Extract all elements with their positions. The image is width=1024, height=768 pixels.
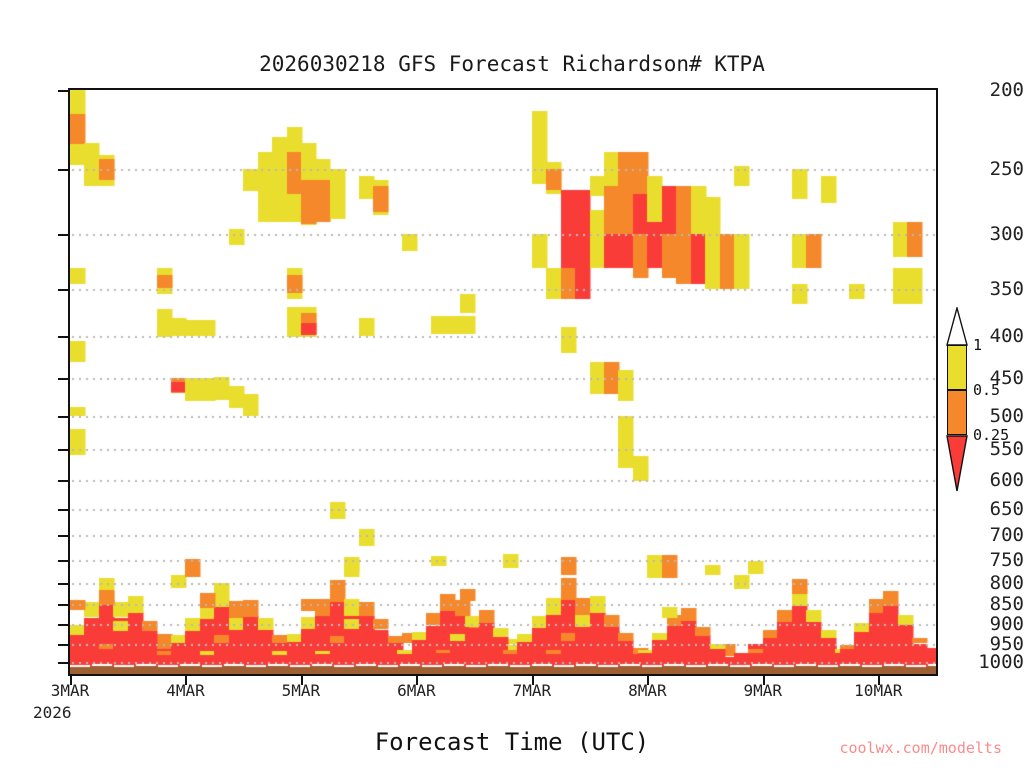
x-tick-mark [531, 676, 534, 685]
colorbar-segment-0p5 [947, 390, 967, 435]
x-tick-label-6MAR: 6MAR [397, 681, 436, 700]
x-tick-mark [416, 676, 419, 685]
y-tick-mark [58, 559, 68, 562]
y-tick-label-650: 650 [989, 497, 1024, 520]
y-tick-label-250: 250 [989, 158, 1024, 181]
x-tick-mark [70, 676, 72, 685]
y-tick-mark [58, 288, 68, 291]
x-tick-mark [300, 676, 303, 685]
colorbar-tick-label-0p25: 0.25 [973, 426, 1010, 444]
y-tick-label-750: 750 [989, 548, 1024, 571]
colorbar-tick-label-1: 1 [973, 336, 983, 354]
y-tick-label-350: 350 [989, 277, 1024, 300]
colorbar-tick-label-0p5: 0.5 [973, 381, 1001, 399]
x-tick-mark [185, 676, 188, 685]
y-tick-label-700: 700 [989, 524, 1024, 547]
y-tick-label-850: 850 [989, 593, 1024, 616]
x-tick-label-3MAR: 3MAR [50, 681, 90, 700]
x-tick-mark [762, 676, 765, 685]
x-tick-mark [878, 676, 881, 685]
x-axis-title: Forecast Time (UTC) [374, 728, 650, 756]
y-tick-label-800: 800 [989, 571, 1024, 594]
y-tick-mark [58, 234, 68, 237]
y-tick-label-300: 300 [989, 223, 1024, 246]
y-tick-mark [58, 480, 68, 483]
y-tick-mark [58, 336, 68, 339]
y-tick-label-450: 450 [989, 367, 1024, 390]
y-tick-label-550: 550 [989, 438, 1024, 461]
x-tick-label-4MAR: 4MAR [166, 681, 205, 700]
y-tick-mark [58, 415, 68, 418]
colorbar-segment-1 [947, 345, 967, 390]
y-tick-label-400: 400 [989, 325, 1024, 348]
y-tick-label-950: 950 [989, 632, 1024, 655]
y-tick-mark [58, 169, 68, 172]
y-tick-mark [58, 661, 68, 664]
y-tick-label-500: 500 [989, 404, 1024, 427]
x-tick-label-8MAR: 8MAR [628, 681, 667, 700]
y-tick-mark [58, 508, 68, 511]
watermark-link[interactable]: coolwx.com/modelts [839, 739, 1002, 757]
x-tick-label-5MAR: 5MAR [281, 681, 321, 700]
y-tick-mark [58, 378, 68, 381]
chart-title: 2026030218 GFS Forecast Richardson# KTPA [259, 52, 765, 76]
colorbar-segment-below-0p25 [946, 435, 968, 492]
x-tick-label-10MAR: 10MAR [854, 681, 903, 700]
y-tick-mark [58, 604, 68, 607]
y-tick-label-1000: 1000 [978, 650, 1024, 673]
y-tick-mark [58, 449, 68, 452]
heatmap-canvas [70, 90, 936, 674]
y-tick-label-900: 900 [989, 613, 1024, 636]
x-axis-year-label: 2026 [33, 703, 72, 722]
plot-area [68, 88, 938, 676]
x-tick-label-7MAR: 7MAR [512, 681, 552, 700]
x-tick-mark [647, 676, 650, 685]
y-tick-label-200: 200 [989, 79, 1024, 101]
y-tick-mark [58, 643, 68, 646]
y-tick-mark [58, 624, 68, 627]
y-tick-mark [58, 535, 68, 538]
x-tick-label-9MAR: 9MAR [743, 681, 783, 700]
colorbar: 1 0.5 0.25 [941, 307, 1009, 492]
y-tick-mark [58, 90, 68, 92]
y-tick-mark [58, 582, 68, 585]
y-tick-label-600: 600 [989, 469, 1024, 492]
